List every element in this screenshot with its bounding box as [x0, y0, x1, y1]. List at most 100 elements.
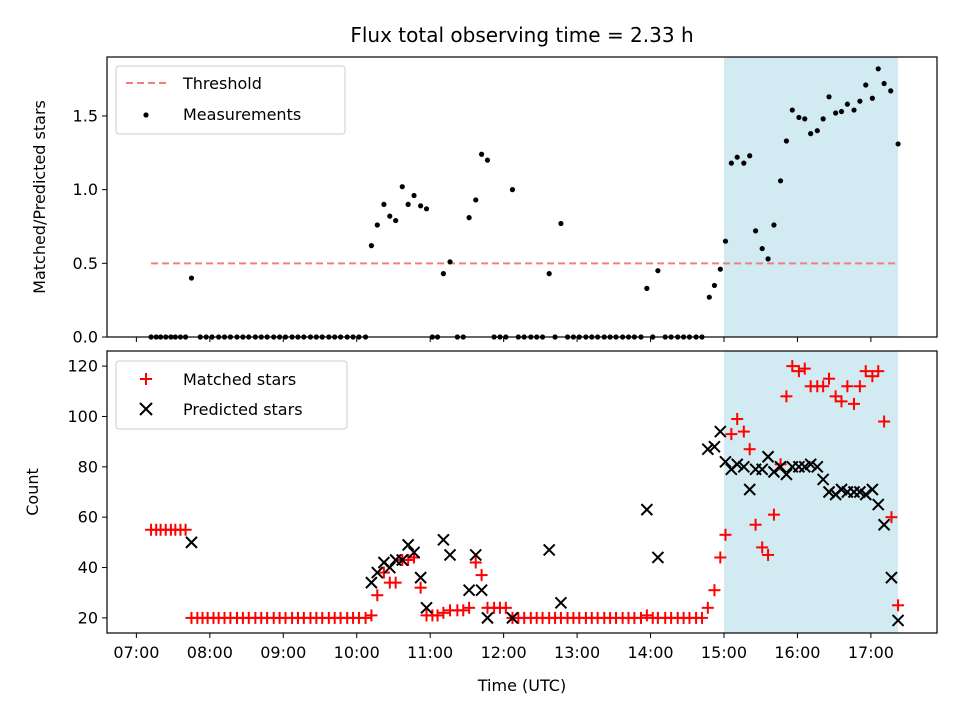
- bottom-xtick-label: 11:00: [407, 643, 453, 662]
- measurement-point: [826, 94, 832, 100]
- measurement-point: [820, 116, 826, 122]
- predicted-star-point: [407, 546, 421, 559]
- measurement-point: [558, 220, 564, 227]
- matched-star-point: [762, 548, 775, 561]
- bottom-xtick-label: 08:00: [187, 643, 233, 662]
- measurement-point: [188, 275, 195, 281]
- measurement-point: [789, 107, 795, 113]
- predicted-stars-points: [185, 425, 905, 627]
- predicted-star-point: [651, 551, 665, 564]
- matched-star-point: [859, 365, 872, 378]
- matched-star-point: [872, 365, 885, 378]
- predicted-star-point: [506, 611, 519, 625]
- predicted-star-point: [542, 543, 556, 557]
- measurement-point: [875, 66, 881, 72]
- measurement-point: [808, 131, 814, 137]
- measurement-point: [863, 82, 869, 88]
- matched-star-point: [792, 365, 805, 378]
- predicted-star-point: [414, 571, 427, 584]
- top-ytick-label: 0.5: [73, 254, 98, 273]
- measurement-point: [895, 141, 901, 147]
- bottom-legend: Matched stars Predicted stars: [115, 360, 348, 430]
- measurement-point: [399, 184, 405, 190]
- predicted-star-point: [767, 465, 781, 479]
- bottom-xtick-label: 14:00: [627, 643, 673, 662]
- measurement-point: [857, 98, 863, 104]
- matched-star-point: [817, 380, 830, 393]
- measurement-point: [466, 215, 472, 221]
- matched-star-point: [365, 609, 378, 622]
- measurement-point: [368, 243, 375, 249]
- matched-star-point: [402, 553, 415, 566]
- legend-predicted-label: Predicted stars: [183, 400, 303, 419]
- matched-star-point: [714, 551, 727, 564]
- top-shaded-region: [723, 57, 899, 337]
- measurement-point: [381, 201, 387, 207]
- matched-star-point: [469, 556, 482, 569]
- matched-star-point: [829, 390, 842, 403]
- measurement-point: [759, 245, 765, 252]
- legend-matched-marker: [140, 373, 152, 385]
- matched-star-point: [708, 584, 721, 597]
- matched-star-point: [359, 611, 372, 624]
- bottom-ytick-label: 80: [78, 457, 98, 476]
- measurement-point: [722, 238, 729, 244]
- top-ytick-label: 0.0: [73, 328, 98, 347]
- matched-star-point: [878, 415, 891, 428]
- bottom-ytick-label: 60: [78, 508, 98, 527]
- matched-star-point: [767, 508, 780, 521]
- chart-title: Flux total observing time = 2.33 h: [350, 23, 693, 47]
- matched-star-point: [841, 380, 854, 393]
- measurement-point: [741, 160, 747, 166]
- bottom-ytick-label: 40: [78, 558, 98, 577]
- matched-star-point: [634, 611, 647, 624]
- matched-star-point: [786, 360, 799, 373]
- measurement-point: [752, 228, 759, 234]
- matched-star-point: [885, 511, 898, 524]
- top-legend: Threshold Measurements: [115, 65, 346, 135]
- bottom-xtick-label: 15:00: [701, 643, 747, 662]
- measurement-point: [546, 271, 552, 277]
- predicted-star-point: [761, 450, 775, 463]
- measurement-point: [509, 187, 516, 193]
- matched-star-point: [774, 458, 787, 471]
- measurement-point: [765, 256, 771, 262]
- top-axes-frame: [106, 56, 938, 338]
- measurement-point: [814, 128, 820, 134]
- predicted-star-point: [719, 455, 732, 468]
- matched-star-point: [756, 541, 769, 554]
- predicted-star-point: [365, 576, 378, 589]
- predicted-star-point: [383, 561, 396, 574]
- measurement-point: [838, 108, 845, 115]
- measurement-point: [888, 88, 894, 94]
- predicted-star-point: [731, 458, 744, 471]
- predicted-star-point: [755, 463, 769, 476]
- matched-star-point: [719, 528, 732, 541]
- measurement-point: [440, 271, 447, 277]
- predicted-star-point: [792, 460, 806, 474]
- measurement-point: [833, 110, 839, 116]
- predicted-star-point: [877, 518, 891, 531]
- matched-star-point: [640, 609, 653, 622]
- matched-star-point: [371, 589, 384, 602]
- predicted-star-point: [371, 566, 384, 579]
- bottom-xtick-label: 12:00: [481, 643, 527, 662]
- legend-predicted-marker: [139, 402, 153, 416]
- predicted-star-point: [737, 460, 751, 474]
- measurement-point: [484, 157, 491, 163]
- predicted-star-point: [816, 473, 830, 486]
- measurement-point: [405, 201, 411, 207]
- matched-star-point: [475, 569, 488, 582]
- matched-stars-points: [145, 360, 905, 624]
- top-ytick-label: 1.5: [73, 106, 98, 125]
- matched-star-point: [780, 390, 793, 403]
- measurement-point: [644, 285, 650, 291]
- bottom-xtick-label: 09:00: [260, 643, 306, 662]
- measurement-point: [728, 160, 734, 166]
- measurement-point: [447, 259, 453, 265]
- legend-measurements-label: Measurements: [183, 105, 301, 124]
- matched-star-point: [892, 599, 905, 612]
- matched-star-point: [701, 601, 714, 614]
- bottom-xlabel: Time (UTC): [477, 676, 566, 695]
- predicted-star-point: [554, 596, 568, 609]
